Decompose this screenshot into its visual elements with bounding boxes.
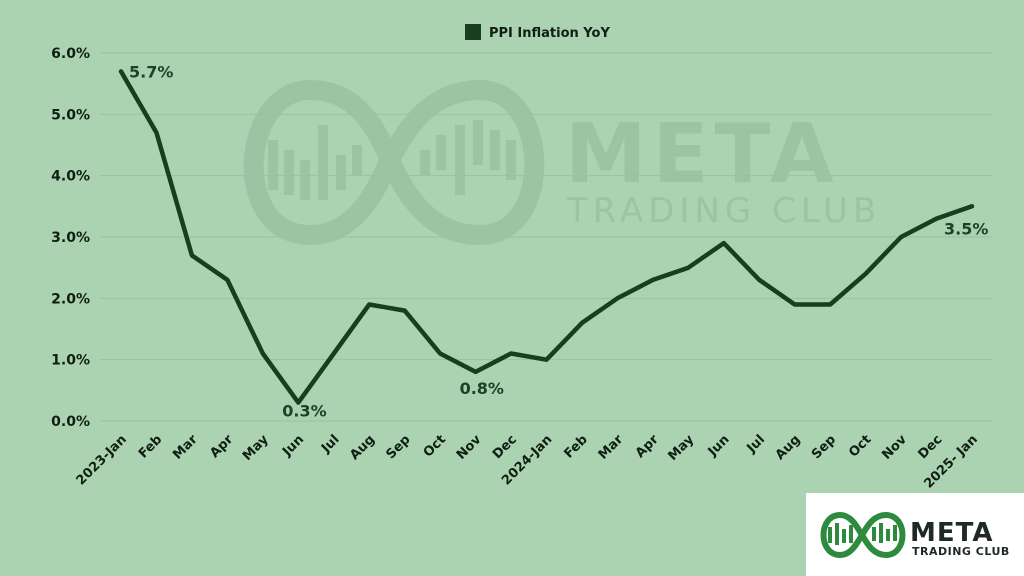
data-label: 0.3% — [282, 402, 326, 421]
x-tick-label: Sep — [809, 432, 839, 462]
x-tick-label: Apr — [633, 432, 662, 461]
x-tick-label: Feb — [136, 432, 165, 461]
logo-infinity-icon — [820, 511, 906, 559]
logo-title: META — [910, 518, 993, 548]
x-tick-label: Dec — [915, 432, 945, 462]
x-axis: 2023-Jan Feb Mar Apr May Jun Jul Aug Sep Oct Nov De… — [74, 432, 981, 492]
brand-logo: META TRADING CLUB — [806, 493, 1024, 576]
x-tick-label: Jun — [705, 432, 733, 460]
x-tick-label: Oct — [846, 432, 874, 460]
y-tick-label: 4.0% — [51, 169, 90, 185]
y-axis: 0.0% 1.0% 2.0% 3.0% 4.0% 5.0% 6.0% — [51, 46, 90, 430]
x-tick-label: Dec — [490, 432, 520, 462]
x-tick-label: Mar — [596, 432, 627, 463]
watermark-subtitle: TRADING CLUB — [566, 191, 881, 231]
logo-subtitle: TRADING CLUB — [912, 545, 1010, 558]
x-tick-label: Nov — [454, 432, 485, 463]
legend-label: PPI Inflation YoY — [489, 26, 610, 41]
watermark-infinity-icon — [243, 79, 545, 246]
data-labels: 5.7% 0.3% 0.8% 3.5% — [129, 62, 988, 420]
x-tick-label: Feb — [561, 432, 590, 461]
series-line — [118, 69, 975, 405]
x-tick-label: Jul — [744, 432, 768, 456]
data-label: 3.5% — [944, 219, 988, 238]
x-tick-label: Sep — [383, 432, 413, 462]
y-tick-label: 3.0% — [51, 230, 90, 246]
y-tick-label: 6.0% — [51, 46, 90, 62]
x-tick-label: 2023-Jan — [74, 432, 130, 488]
x-tick-label: Jul — [318, 432, 342, 456]
watermark-logo: META TRADING CLUB — [243, 79, 881, 246]
x-tick-label: May — [240, 432, 272, 464]
data-label: 5.7% — [129, 62, 173, 81]
y-tick-label: 2.0% — [51, 291, 90, 307]
series-group — [118, 69, 975, 405]
x-tick-label: Apr — [207, 432, 236, 461]
gridlines — [100, 52, 992, 422]
watermark-title: META — [565, 107, 840, 202]
x-tick-label: Jun — [279, 432, 307, 460]
x-tick-label: Nov — [879, 432, 910, 463]
legend: PPI Inflation YoY — [465, 24, 610, 41]
y-tick-label: 0.0% — [51, 414, 90, 430]
y-tick-label: 5.0% — [51, 107, 90, 123]
x-tick-label: Aug — [773, 432, 804, 463]
watermark-bars-icon — [268, 120, 516, 200]
x-tick-label: Oct — [421, 432, 449, 460]
logo-bars-icon — [828, 523, 897, 545]
data-label: 0.8% — [460, 379, 504, 398]
x-tick-label: Aug — [347, 432, 378, 463]
x-tick-label: May — [665, 432, 697, 464]
x-tick-label: Mar — [170, 432, 201, 463]
y-tick-label: 1.0% — [51, 353, 90, 369]
legend-swatch — [465, 24, 481, 40]
